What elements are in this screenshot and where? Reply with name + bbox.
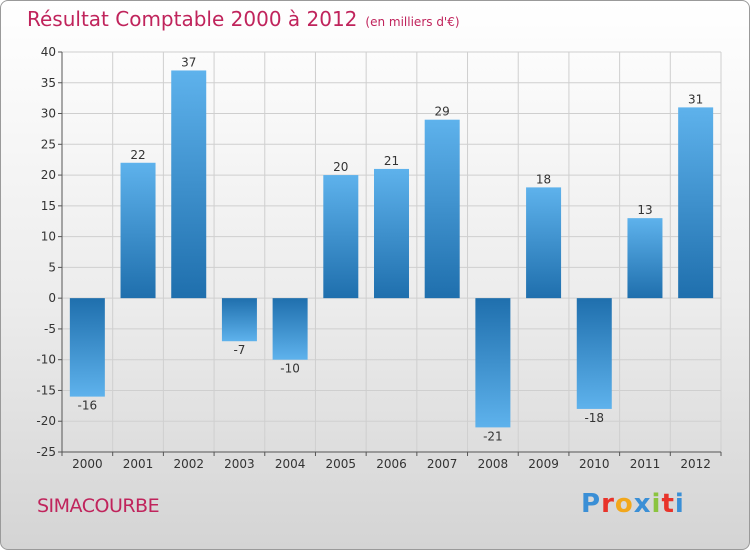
bar-2009 <box>526 187 562 299</box>
x-tick-label-2005: 2005 <box>326 457 357 471</box>
bar-2004 <box>272 298 308 360</box>
y-tick-label: 20 <box>41 168 56 182</box>
data-label-2005: 20 <box>333 160 348 174</box>
data-label-2000: -16 <box>78 399 98 413</box>
bar-2003 <box>221 298 257 342</box>
proxiti-logo[interactable]: Proxiti <box>581 489 685 519</box>
bar-2006 <box>374 168 409 299</box>
x-tick-label-2007: 2007 <box>427 457 458 471</box>
y-tick-label: -10 <box>36 353 56 367</box>
x-tick-label-2010: 2010 <box>579 457 610 471</box>
chart-title: Résultat Comptable 2000 à 2012 (en millie… <box>27 7 460 31</box>
data-label-2011: 13 <box>637 203 652 217</box>
x-tick-label-2008: 2008 <box>478 457 509 471</box>
data-label-2012: 31 <box>688 92 703 106</box>
y-tick-label: -5 <box>44 322 56 336</box>
bar-2007 <box>424 119 460 299</box>
y-tick-label: 5 <box>48 260 56 274</box>
y-tick-label: 25 <box>41 137 56 151</box>
y-tick-label: 30 <box>41 107 56 121</box>
chart-subtitle: (en milliers d'€) <box>365 15 460 29</box>
x-tick-label-2001: 2001 <box>123 457 154 471</box>
bar-2008 <box>475 298 511 428</box>
x-tick-label-2006: 2006 <box>376 457 407 471</box>
x-tick-label-2009: 2009 <box>528 457 559 471</box>
logo-letter: r <box>601 489 615 519</box>
x-tick-label-2011: 2011 <box>630 457 661 471</box>
logo-letter: t <box>661 489 675 519</box>
x-tick-label-2004: 2004 <box>275 457 306 471</box>
y-tick-label: 10 <box>41 230 56 244</box>
x-tick-label-2000: 2000 <box>72 457 103 471</box>
data-label-2006: 21 <box>384 154 399 168</box>
x-tick-label-2002: 2002 <box>173 457 204 471</box>
axes <box>58 51 722 456</box>
data-label-2004: -10 <box>280 362 300 376</box>
bar-2001 <box>120 162 156 299</box>
bar-2002 <box>171 70 207 299</box>
y-tick-label: -20 <box>36 414 56 428</box>
logo-letter: i <box>674 489 685 519</box>
data-label-2002: 37 <box>181 55 196 69</box>
data-label-2008: -21 <box>483 429 503 443</box>
data-label-2001: 22 <box>130 148 145 162</box>
y-tick-label: -15 <box>36 383 56 397</box>
bars <box>69 70 714 428</box>
bar-2012 <box>678 107 714 299</box>
logo-letter: x <box>633 489 652 519</box>
y-tick-label: -25 <box>36 445 56 459</box>
data-label-2007: 29 <box>435 105 450 119</box>
commune-name: SIMACOURBE <box>37 495 160 517</box>
bar-2005 <box>323 175 359 299</box>
data-label-2009: 18 <box>536 172 551 186</box>
y-tick-label: 15 <box>41 199 56 213</box>
x-tick-label-2003: 2003 <box>224 457 255 471</box>
y-tick-label: 0 <box>48 291 56 305</box>
logo-letter: i <box>651 489 662 519</box>
x-tick-label-2012: 2012 <box>680 457 711 471</box>
logo-letter: P <box>581 489 602 519</box>
y-tick-label: 35 <box>41 76 56 90</box>
bar-2000 <box>69 298 105 397</box>
data-label-2003: -7 <box>233 343 245 357</box>
bar-2011 <box>627 218 663 299</box>
bar-2010 <box>576 298 612 409</box>
labels: 40 35 30 25 20 15 10 5 0 -5 -10 -15 -20 -25 -16 2000 22 2… <box>36 45 711 471</box>
logo-letter: o <box>614 489 634 519</box>
data-label-2010: -18 <box>584 411 604 425</box>
y-tick-label: 40 <box>41 45 56 59</box>
